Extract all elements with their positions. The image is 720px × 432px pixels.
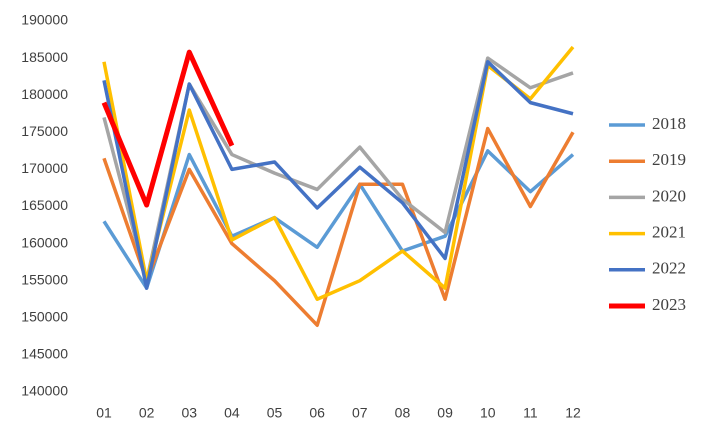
legend-label: 2018 xyxy=(652,114,686,133)
y-tick-label: 140000 xyxy=(21,383,68,399)
y-tick-label: 180000 xyxy=(21,86,68,102)
x-tick-label: 08 xyxy=(395,405,411,421)
x-tick-label: 03 xyxy=(181,405,197,421)
y-tick-label: 150000 xyxy=(21,309,68,325)
x-tick-label: 04 xyxy=(224,405,240,421)
x-tick-label: 06 xyxy=(309,405,325,421)
y-tick-label: 185000 xyxy=(21,49,68,65)
legend-label: 2020 xyxy=(652,186,686,205)
x-tick-label: 11 xyxy=(523,405,538,421)
x-tick-label: 12 xyxy=(565,405,581,421)
y-tick-label: 190000 xyxy=(21,12,68,28)
legend-label: 2023 xyxy=(652,295,686,314)
legend-label: 2021 xyxy=(652,223,686,242)
legend-label: 2019 xyxy=(652,150,686,169)
series-line xyxy=(102,60,574,290)
y-tick-label: 160000 xyxy=(21,234,68,250)
x-tick-label: 02 xyxy=(139,405,155,421)
x-tick-label: 09 xyxy=(437,405,453,421)
series-line xyxy=(102,149,575,290)
y-tick-label: 155000 xyxy=(21,271,68,287)
y-tick-label: 175000 xyxy=(21,123,68,139)
legend-label: 2022 xyxy=(652,259,686,278)
y-tick-label: 170000 xyxy=(21,160,68,176)
x-tick-label: 10 xyxy=(480,405,496,421)
series-line xyxy=(101,49,235,208)
series-line xyxy=(102,45,575,301)
y-tick-label: 145000 xyxy=(21,346,68,362)
x-tick-label: 05 xyxy=(267,405,283,421)
x-tick-label: 07 xyxy=(352,405,368,421)
y-tick-label: 165000 xyxy=(21,197,68,213)
x-tick-label: 01 xyxy=(96,405,112,421)
series-line xyxy=(102,126,575,327)
